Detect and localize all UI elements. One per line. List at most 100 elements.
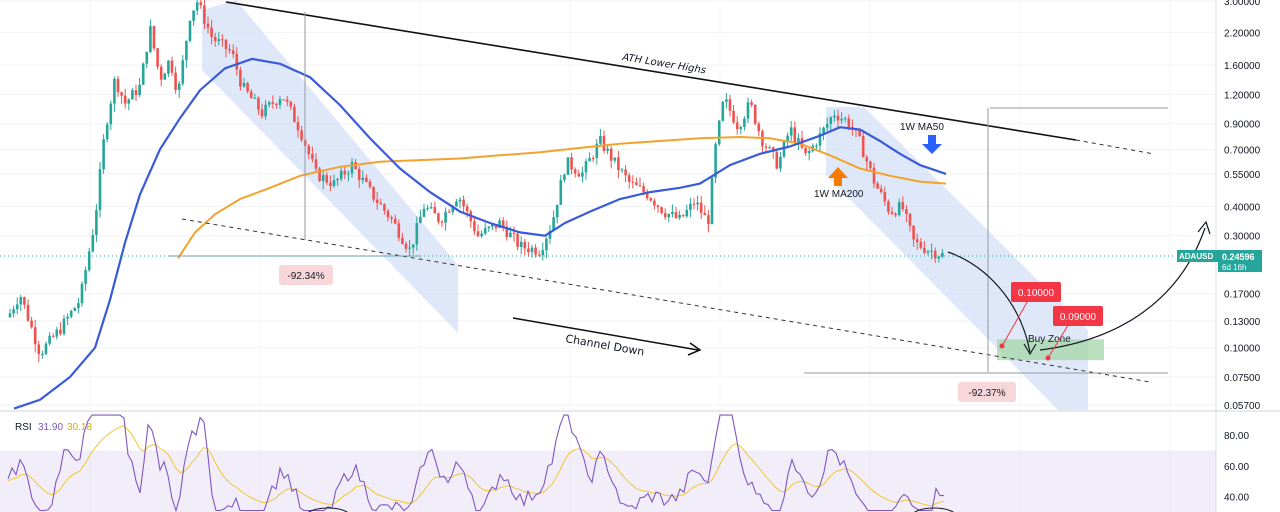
candle-body (573, 169, 577, 174)
candle-body (512, 232, 516, 234)
rsi-pane: 80.00 60.00 40.00 RSI 31.90 30.18 (0, 410, 1280, 512)
candle-body (908, 213, 912, 226)
candle-body (653, 200, 656, 206)
candle-body (476, 231, 480, 237)
channel-down-band-1 (202, 0, 458, 333)
symbol-tag[interactable] (1177, 250, 1218, 262)
y-tick-label: 0.17000 (1224, 290, 1261, 301)
candle-body (199, 2, 203, 6)
candle-body (847, 118, 851, 127)
candle-body (840, 118, 843, 121)
candle-body (116, 78, 120, 93)
candle-body (894, 213, 897, 216)
candle-body (149, 26, 152, 52)
candle-body (937, 256, 941, 259)
candle-body (699, 202, 703, 213)
channel-fill (202, 0, 1088, 410)
candle-body (516, 233, 519, 248)
candle-body (930, 250, 933, 252)
candle-body (73, 308, 77, 311)
candle-body (404, 243, 408, 249)
candle-body (645, 192, 649, 199)
projection-down-curve (947, 251, 1031, 353)
candle-body (584, 161, 588, 173)
last-price-value: 0.24596 (1222, 252, 1255, 262)
countdown-value: 6d 16h (1222, 263, 1246, 272)
target-2-badge[interactable] (1053, 306, 1103, 326)
target-2-leader (1047, 321, 1071, 359)
candle-body (530, 247, 534, 253)
candle-body (325, 175, 329, 183)
candle-body (667, 214, 671, 218)
candle-body (768, 147, 771, 149)
candle-body (833, 115, 836, 118)
candle-body (393, 218, 397, 224)
candle-body (757, 123, 761, 132)
candle-body (271, 102, 275, 104)
candle-body (203, 5, 206, 24)
y-tick-label: 0.30000 (1224, 232, 1261, 243)
candle-body (185, 40, 188, 61)
candle-body (368, 181, 372, 187)
y-tick-label: 3.00000 (1224, 0, 1261, 8)
candle-body (671, 211, 674, 215)
candle-body (836, 115, 840, 121)
candle-body (577, 173, 581, 177)
candle-body (523, 241, 527, 249)
candle-body (138, 84, 141, 96)
candle-body (843, 118, 847, 120)
candle-body (786, 135, 789, 142)
candle-body (444, 211, 447, 223)
candle-body (145, 51, 149, 64)
candle-body (681, 214, 685, 217)
candle-body (23, 297, 26, 305)
projection-down-arrowhead (1023, 343, 1037, 356)
candle-body (69, 310, 73, 317)
candle-body (235, 54, 239, 70)
candle-body (174, 72, 177, 90)
candle-body (163, 73, 167, 80)
candle-body (660, 207, 663, 214)
candle-body (249, 91, 253, 99)
candle-body (390, 217, 393, 219)
candle-body (123, 95, 127, 104)
candle-body (649, 198, 653, 201)
candle-body (901, 202, 905, 210)
candle-body (30, 320, 33, 328)
candle-body (365, 177, 368, 182)
candle-body (735, 122, 739, 130)
candle-body (48, 335, 51, 344)
candle-body (872, 167, 876, 184)
candle-body (228, 49, 231, 51)
candle-body (307, 145, 311, 155)
y-tick-label: 0.13000 (1224, 317, 1261, 328)
ma200-label: 1W MA200 (814, 189, 864, 200)
rsi-value: 31.90 (38, 422, 63, 433)
last-price-tag[interactable] (1218, 250, 1262, 272)
candle-body (109, 103, 113, 125)
candle-body (401, 237, 404, 244)
rsi-tick-label: 60.00 (1224, 462, 1249, 473)
target-1-label: 0.10000 (1018, 288, 1055, 299)
candle-body (519, 241, 523, 248)
rsi-title: RSI (15, 422, 32, 433)
candle-body (617, 157, 620, 171)
candle-body (84, 270, 87, 284)
rsi-low-circle-1 (308, 507, 348, 512)
candle-body (419, 216, 422, 224)
candle-body (213, 36, 217, 41)
candle-body (19, 297, 23, 305)
candle-body (548, 230, 552, 239)
channel-down-band-2 (826, 107, 1088, 410)
ath-lower-highs-line (225, 1, 1077, 141)
candle-body (336, 178, 339, 181)
y-tick-label: 0.40000 (1224, 202, 1261, 213)
target-1-badge[interactable] (1011, 282, 1061, 302)
candle-body (167, 60, 170, 74)
candle-body (372, 186, 375, 200)
candle-body (314, 159, 318, 169)
candle-body (779, 156, 782, 169)
candle-body (609, 148, 613, 161)
candle-body (131, 90, 134, 100)
